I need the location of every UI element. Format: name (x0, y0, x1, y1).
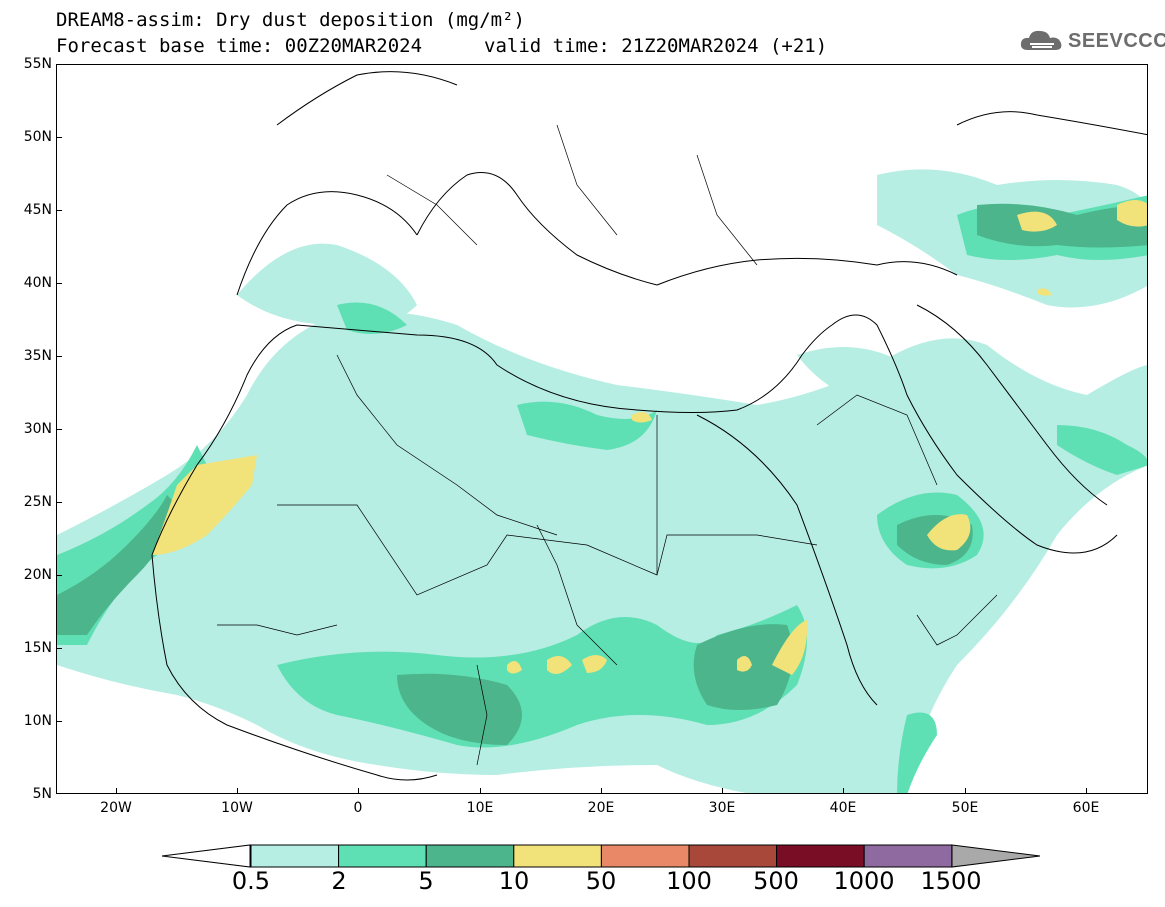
lon-tick (480, 788, 481, 794)
country-borders (217, 124, 998, 766)
lat-label: 25N (23, 494, 52, 510)
lat-tick (56, 648, 62, 649)
lon-label: 10W (221, 800, 253, 816)
lat-tick (56, 356, 62, 357)
lon-tick (237, 788, 238, 794)
forecast-base-time: Forecast base time: 00Z20MAR2024 (56, 35, 423, 57)
lat-label: 55N (23, 56, 52, 72)
legend-color-box (250, 844, 340, 868)
lat-tick (56, 210, 62, 211)
lon-tick (722, 788, 723, 794)
legend-under-arrow (161, 844, 251, 868)
valid-time: valid time: 21Z20MAR2024 (+21) (484, 35, 828, 57)
legend-level-label: 5 (418, 867, 434, 895)
lon-label: 30E (708, 800, 736, 816)
lon-tick (358, 788, 359, 794)
lat-tick (56, 575, 62, 576)
legend-over-arrow (951, 844, 1041, 868)
legend-color-box (338, 844, 427, 868)
lon-label: 0 (353, 800, 363, 816)
lon-tick (601, 788, 602, 794)
logo-text: SEEVCCC (1068, 30, 1165, 52)
coastlines (151, 71, 1147, 781)
color-legend-bar (161, 844, 1041, 868)
legend-color-box (513, 844, 602, 868)
legend-color-box (600, 844, 690, 868)
lon-label: 50E (951, 800, 979, 816)
dust-deposition-map (57, 71, 1147, 793)
lat-tick (56, 502, 62, 503)
lat-label: 50N (23, 129, 52, 145)
lat-label: 30N (23, 421, 52, 437)
lat-tick (56, 429, 62, 430)
lat-label: 15N (23, 640, 52, 656)
legend-color-box (425, 844, 515, 868)
legend-level-label: 500 (753, 867, 799, 895)
lon-tick (1086, 788, 1087, 794)
legend-level-label: 50 (585, 867, 617, 895)
lat-tick (56, 283, 62, 284)
lat-tick (56, 721, 62, 722)
seevccc-logo: SEEVCCC (1018, 26, 1165, 56)
lat-label: 10N (23, 713, 52, 729)
legend-color-box (776, 844, 865, 868)
legend-level-label: 2 (331, 867, 347, 895)
map-area (56, 64, 1148, 794)
legend-level-label: 0.5 (231, 867, 271, 895)
legend-color-box (863, 844, 953, 868)
legend-level-label: 10 (498, 867, 530, 895)
lon-label: 10E (466, 800, 494, 816)
lon-tick (116, 788, 117, 794)
lon-label: 20W (100, 800, 132, 816)
lon-tick (965, 788, 966, 794)
lon-tick (843, 788, 844, 794)
lat-label: 35N (23, 348, 52, 364)
map-title: DREAM8-assim: Dry dust deposition (mg/m²… (56, 9, 525, 31)
legend-color-box (688, 844, 778, 868)
lat-label: 5N (32, 786, 52, 802)
cloud-icon (1020, 30, 1062, 50)
deposition-high (152, 200, 1147, 675)
legend-level-label: 1000 (833, 867, 895, 895)
legend-level-label: 1500 (920, 867, 982, 895)
lat-label: 40N (23, 275, 52, 291)
lat-label: 20N (23, 567, 52, 583)
lon-label: 60E (1072, 800, 1100, 816)
lat-tick (56, 137, 62, 138)
lat-label: 45N (23, 202, 52, 218)
lon-label: 40E (829, 800, 857, 816)
legend-level-label: 100 (666, 867, 712, 895)
lon-label: 20E (587, 800, 615, 816)
